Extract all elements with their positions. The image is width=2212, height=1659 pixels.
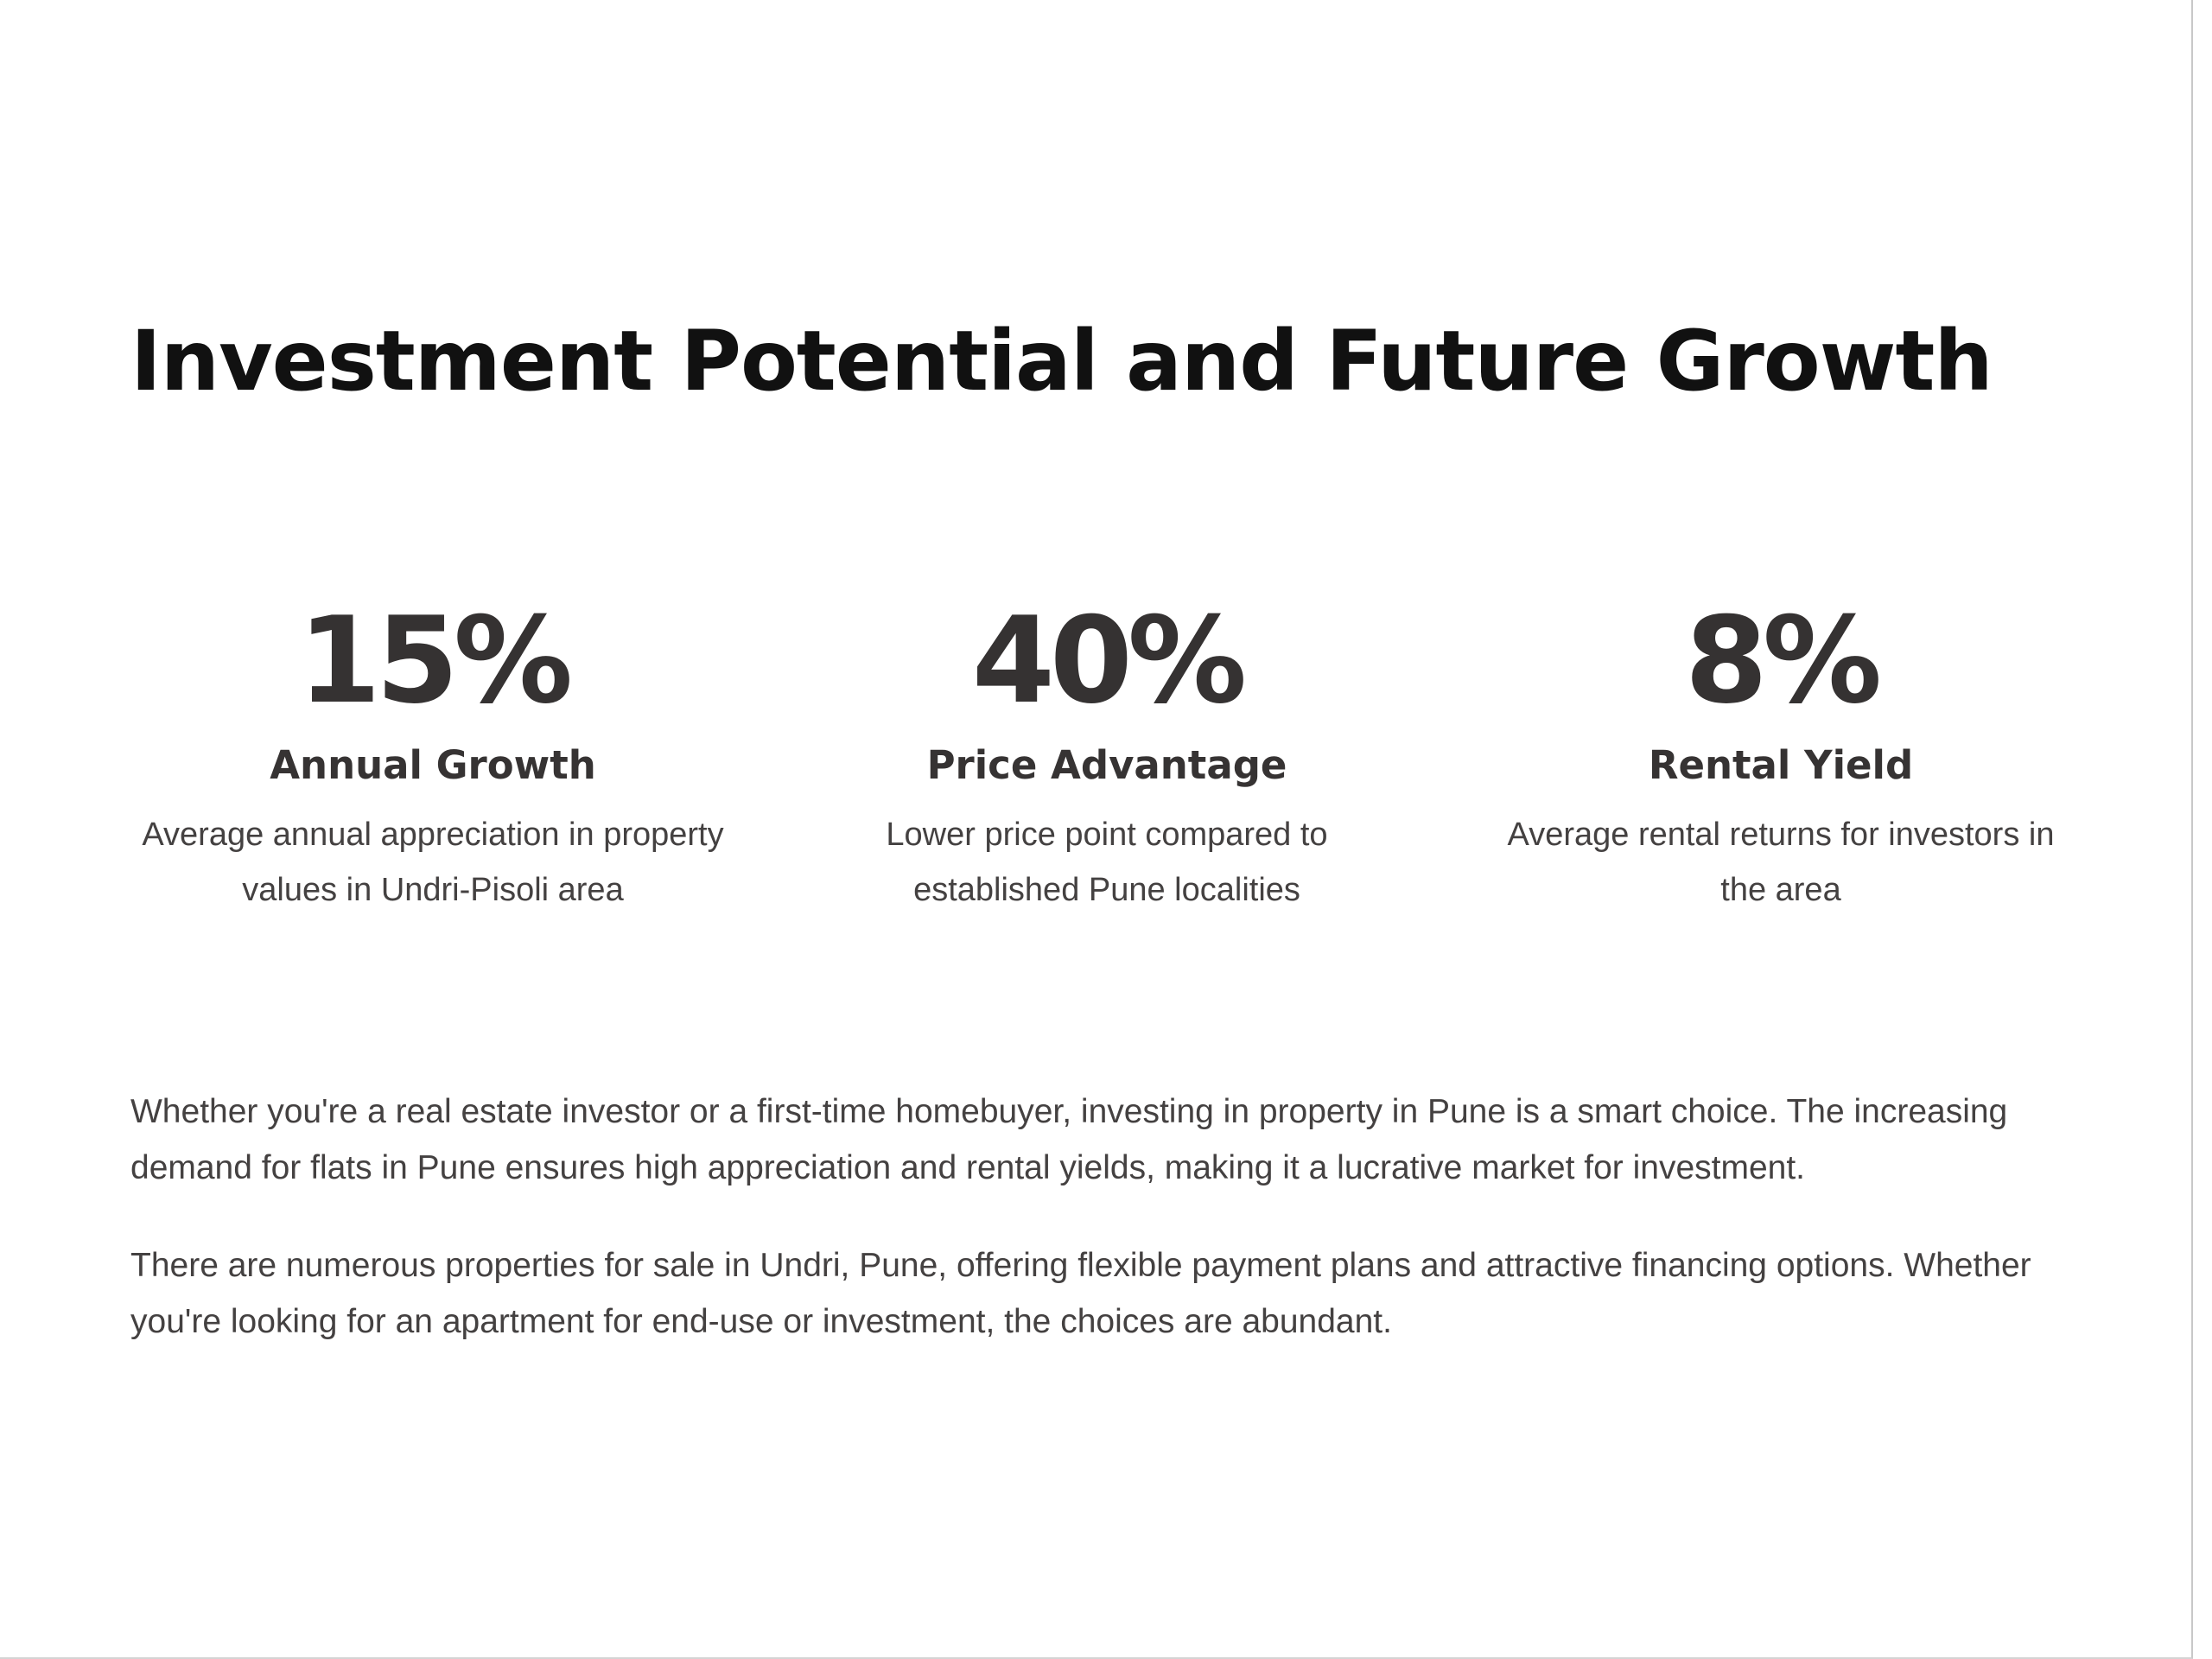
stat-price-advantage: 40% Price Advantage Lower price point co… (804, 570, 1409, 918)
stat-value: 15% (297, 591, 573, 730)
body-paragraph: Whether you're a real estate investor or… (130, 1093, 2008, 1186)
stat-value: 40% (971, 591, 1247, 730)
stat-description: Average rental returns for investors in … (1507, 817, 2055, 908)
stat-label: Price Advantage (926, 742, 1287, 788)
body-paragraph: There are numerous properties for sale i… (130, 1247, 2031, 1340)
stat-label: Rental Yield (1648, 742, 1914, 788)
section-title: Investment Potential and Future Growth (130, 313, 1993, 410)
stat-annual-growth: 15% Annual Growth Average annual appreci… (130, 570, 735, 918)
stat-description: Average annual appreciation in property … (142, 817, 724, 908)
stats-row: 15% Annual Growth Average annual appreci… (130, 570, 2092, 959)
stat-value: 8% (1684, 591, 1882, 730)
stat-rental-yield: 8% Rental Yield Average rental returns f… (1478, 570, 2083, 918)
stat-description: Lower price point compared to establishe… (886, 817, 1328, 908)
stat-label: Annual Growth (270, 742, 596, 788)
